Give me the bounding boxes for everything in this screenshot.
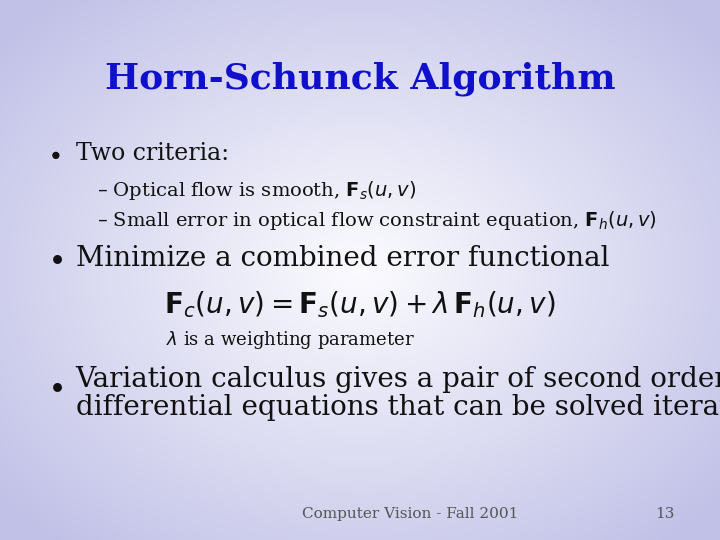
Text: 13: 13 [655,507,675,521]
Text: $\lambda$ is a weighting parameter: $\lambda$ is a weighting parameter [166,329,415,351]
Text: $\bullet$: $\bullet$ [47,142,60,166]
Text: $\mathbf{F}_c(u,v) = \mathbf{F}_s(u,v) + \lambda\, \mathbf{F}_h(u,v)$: $\mathbf{F}_c(u,v) = \mathbf{F}_s(u,v) +… [164,289,556,321]
Text: – Optical flow is smooth, $\mathbf{F}_s(u,v)$: – Optical flow is smooth, $\mathbf{F}_s(… [97,179,417,202]
Text: – Small error in optical flow constraint equation, $\mathbf{F}_h(u,v)$: – Small error in optical flow constraint… [97,209,657,232]
Text: $\bullet$: $\bullet$ [47,244,63,273]
Text: differential equations that can be solved iteratively: differential equations that can be solve… [76,394,720,421]
Text: Computer Vision - Fall 2001: Computer Vision - Fall 2001 [302,507,519,521]
Text: Horn-Schunck Algorithm: Horn-Schunck Algorithm [104,61,616,96]
Text: $\bullet$: $\bullet$ [47,372,63,401]
Text: Minimize a combined error functional: Minimize a combined error functional [76,245,609,272]
Text: Two criteria:: Two criteria: [76,143,229,165]
Text: Variation calculus gives a pair of second order: Variation calculus gives a pair of secon… [76,366,720,393]
